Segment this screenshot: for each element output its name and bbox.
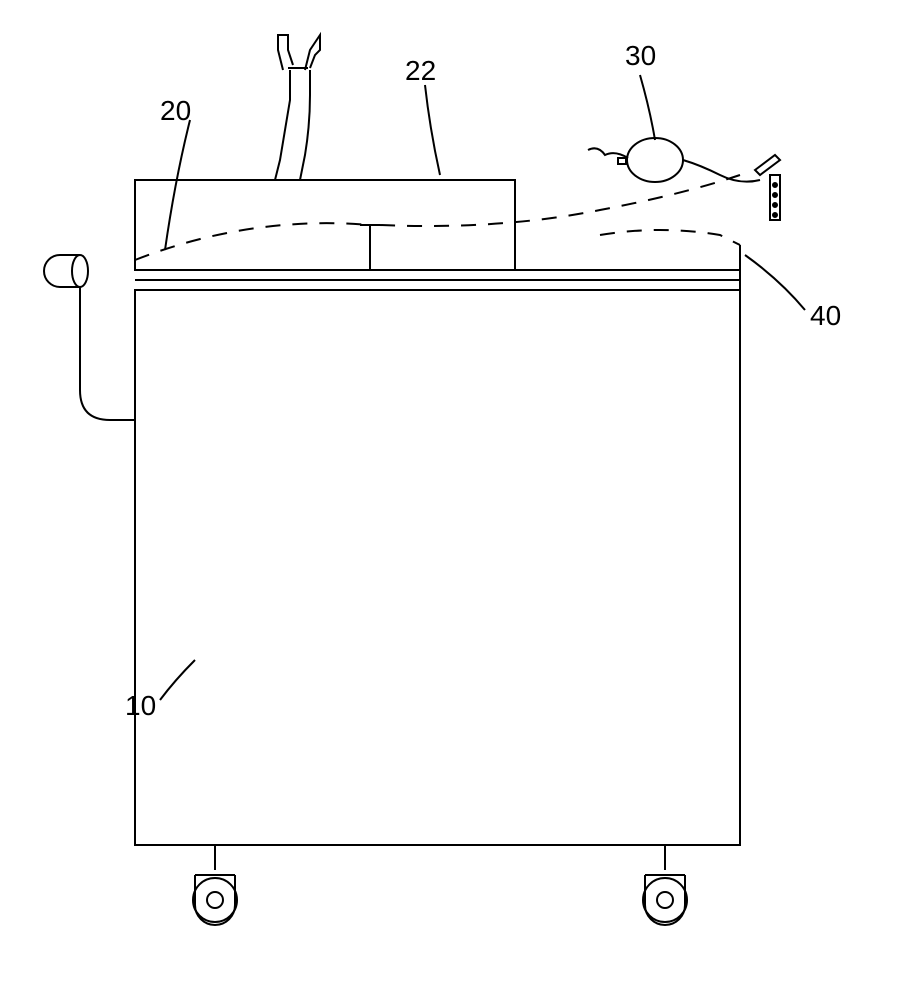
dashed-connection-lower	[600, 230, 740, 245]
attachment-dot-3	[773, 203, 777, 207]
bulb-right-wire	[683, 160, 760, 182]
leader-30	[640, 75, 655, 140]
handle-pipe	[44, 255, 135, 420]
label-40: 40	[810, 300, 841, 332]
right-attachment-top	[755, 155, 780, 175]
handle-end	[72, 255, 88, 287]
label-20: 20	[160, 95, 191, 127]
left-wheel-outer	[193, 878, 237, 922]
diagram-svg	[0, 0, 918, 1000]
right-wheel-outer	[643, 878, 687, 922]
label-22: 22	[405, 55, 436, 87]
dashed-connection	[135, 175, 740, 260]
leader-22	[425, 85, 440, 175]
bulb-connector-left	[618, 158, 626, 164]
tube-right-side	[300, 70, 310, 180]
bulb-left-wire	[588, 148, 628, 158]
attachment-dot-1	[773, 183, 777, 187]
left-wheel-inner	[207, 892, 223, 908]
fork-left-prong	[278, 35, 293, 70]
upper-compartment	[135, 180, 515, 270]
attachment-dot-4	[773, 213, 777, 217]
right-wheel-inner	[657, 892, 673, 908]
leader-40	[745, 255, 805, 310]
leader-20	[165, 120, 190, 250]
bulb-body	[627, 138, 683, 182]
cart-body	[135, 290, 740, 845]
fork-right-prong	[305, 35, 320, 70]
leader-10	[160, 660, 195, 700]
attachment-dot-2	[773, 193, 777, 197]
tube-left-side	[275, 70, 290, 180]
label-30: 30	[625, 40, 656, 72]
label-10: 10	[125, 690, 156, 722]
